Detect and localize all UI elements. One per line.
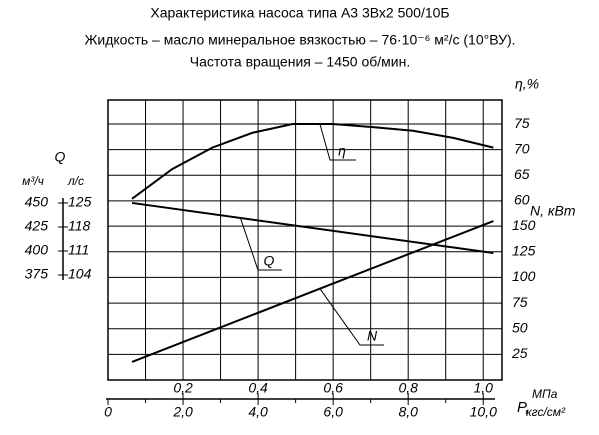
line-series xyxy=(131,220,494,363)
y-axis-label: η,% xyxy=(515,76,539,92)
x2-tick-label: 0,6 xyxy=(323,380,343,396)
y2-tick-label: 100 xyxy=(512,268,536,284)
y4-tick-label: 375 xyxy=(25,266,49,282)
x-tick-label: 8,0 xyxy=(398,404,418,420)
y2-tick-label: 150 xyxy=(512,217,536,233)
subtitle: Частота вращения – 1450 об/мин. xyxy=(190,54,410,70)
y4-tick-label: 400 xyxy=(25,242,49,258)
y3-tick-label: 111 xyxy=(68,242,89,258)
y-tick-label: 75 xyxy=(514,115,530,131)
x2-unit: МПа xyxy=(532,387,558,401)
series-label: η xyxy=(338,143,346,159)
y4-unit: м³/ч xyxy=(22,174,44,188)
x-tick-label: 0 xyxy=(104,404,112,420)
x2-tick-label: 0,4 xyxy=(248,380,268,396)
y4-tick-label: 450 xyxy=(25,194,49,210)
y3-tick-label: 118 xyxy=(68,218,91,234)
x2-tick-label: 0,8 xyxy=(398,380,418,396)
chart-title: Характеристика насоса типа А3 3Вх2 500/1… xyxy=(150,5,449,21)
series-label: N xyxy=(367,328,378,344)
leader-line xyxy=(239,217,282,271)
line-series xyxy=(131,123,494,200)
y3-tick-label: 125 xyxy=(68,194,92,210)
leader-line xyxy=(319,123,356,161)
y2-tick-label: 75 xyxy=(512,294,528,310)
y4-tick-label: 425 xyxy=(25,218,49,234)
x-tick-label: 2,0 xyxy=(172,404,193,420)
x2-tick-label: 0,2 xyxy=(173,380,193,396)
x-unit: кгс/см² xyxy=(526,405,566,419)
y-tick-label: 65 xyxy=(514,166,530,182)
x2-tick-label: 1,0 xyxy=(474,380,494,396)
x-tick-label: 10,0 xyxy=(470,404,497,420)
leader-line xyxy=(319,288,384,346)
y2-axis-label: N, кВт xyxy=(530,203,576,219)
line-series xyxy=(131,201,494,255)
y2-tick-label: 25 xyxy=(511,345,528,361)
y3-unit: л/с xyxy=(67,174,84,188)
y-tick-label: 70 xyxy=(514,140,530,156)
y2-tick-label: 125 xyxy=(512,242,536,258)
y2-tick-label: 50 xyxy=(512,319,528,335)
x-tick-label: 4,0 xyxy=(248,404,268,420)
x-tick-label: 6,0 xyxy=(323,404,343,420)
y-tick-label: 60 xyxy=(514,192,530,208)
plot-frame xyxy=(107,99,503,381)
y3-axis-label: Q xyxy=(55,149,66,165)
series-label: Q xyxy=(264,253,275,269)
subtitle: Жидкость – масло минеральное вязкостью –… xyxy=(84,32,515,48)
y3-tick-label: 104 xyxy=(68,266,92,282)
x-axis-label: P, xyxy=(517,399,529,416)
